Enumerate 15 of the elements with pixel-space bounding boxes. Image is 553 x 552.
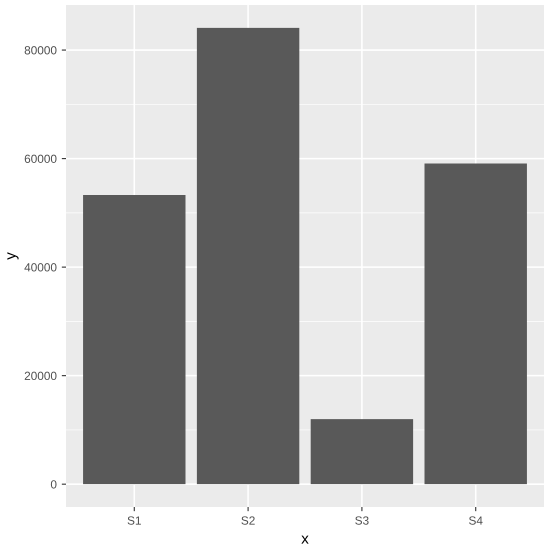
x-tick-label: S2 (241, 516, 255, 525)
x-tick-label: S4 (469, 516, 483, 525)
y-tick-label: 80000 (24, 46, 57, 54)
y-tick-label: 20000 (24, 372, 57, 380)
y-tick-label: 0 (50, 480, 57, 489)
bar (424, 163, 527, 484)
x-tick-label: S1 (128, 516, 141, 525)
y-tick-label: 60000 (24, 154, 57, 163)
y-axis-title: y (7, 252, 19, 260)
bar (83, 194, 186, 484)
x-tick-label: S3 (355, 516, 369, 525)
x-axis-title: x (301, 536, 309, 544)
bar (196, 28, 300, 484)
y-tick-label: 40000 (24, 263, 57, 272)
bar (310, 419, 414, 484)
